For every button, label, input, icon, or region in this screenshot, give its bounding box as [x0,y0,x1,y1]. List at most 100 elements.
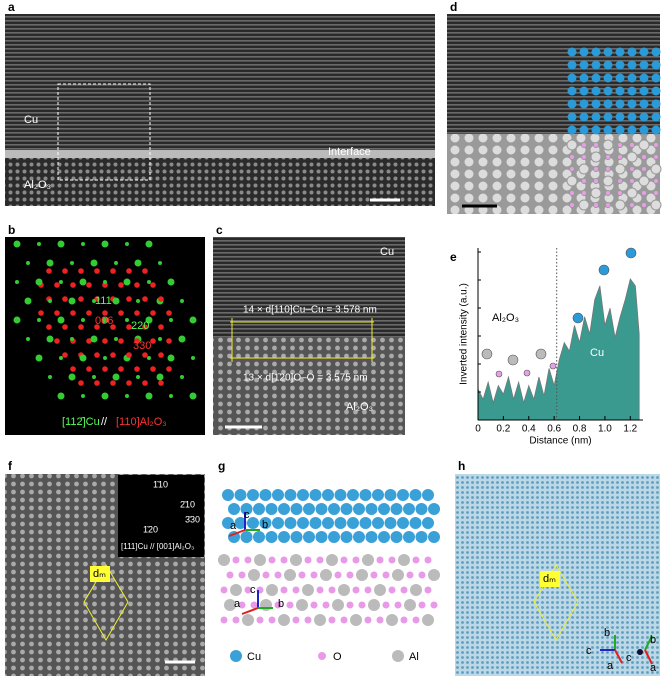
cu-image [5,14,435,152]
al2o3-spot [70,282,76,288]
panel-c: c Cu 14 × d[110]Cu–Cu = 3.578 nm 13 × d[… [213,223,405,435]
cu-image [213,237,405,337]
al2o3-spot [70,366,76,372]
cu-atom [651,86,661,96]
intensity-area [477,278,640,421]
axis-label: c [244,509,250,521]
o-atom [364,586,372,594]
al-atom [230,584,242,596]
cu-atom [247,489,259,501]
al-atom [374,584,386,596]
o-atom [605,154,611,160]
o-atom [268,616,276,624]
al2o3-spot [54,338,60,344]
o-atom [220,586,228,594]
o-atom [641,202,647,208]
cu-spot [114,261,118,265]
al2o3-spot [142,324,148,330]
moire-cell [533,564,579,641]
axis-label: a [234,598,241,610]
o-atom [569,166,575,172]
cu-atom [353,503,365,515]
al-atom [338,584,350,596]
al2o3-spot [94,268,100,274]
o-atom [334,571,342,579]
atom-marker [598,264,610,276]
o-atom [605,202,611,208]
cu-atom [567,60,577,70]
al-atom [284,569,296,581]
cu-atom [390,503,403,515]
cu-spot [68,297,76,305]
al-atom [254,554,266,566]
cu-atom [297,489,309,501]
al2o3-spot [86,282,92,288]
o-atom [653,142,659,148]
x-tick-label: 0 [475,424,481,435]
al2o3-spot [142,380,148,386]
al-atom [578,163,590,175]
al2o3-spot [166,366,172,372]
atom-marker [495,370,503,378]
cu-atom [603,73,613,83]
al2o3-spot [150,338,156,344]
legend-swatch [392,650,404,662]
o-atom [629,178,635,184]
x-tick-label: 0.6 [547,424,561,435]
cu-atom [579,125,589,135]
al2o3-image [213,337,405,435]
cu-atom [328,531,340,543]
zone-axis: [112̄]Cu [62,416,100,428]
o-atom [346,601,354,609]
cu-spot [46,259,54,267]
al2o3-spot [62,324,68,330]
cu-spot [13,316,21,324]
o-atom [641,154,647,160]
o-atom [412,616,420,624]
al-atom [350,614,362,626]
o-atom [593,142,599,148]
cu-atom [322,489,334,501]
cu-atom [253,531,265,543]
axis-label: a [607,660,614,672]
al2o3-spot [110,268,116,274]
cu-atom [303,503,315,515]
cu-atom [415,531,428,543]
cu-spot [114,337,118,341]
o-atom [232,556,240,564]
panel-letter: d [450,0,457,14]
cu-atom [651,60,661,70]
al2o3-spot [62,296,68,302]
cu-atom [639,86,649,96]
cu-spot [92,299,96,303]
al-atom [602,139,614,151]
o-atom [250,601,258,609]
al2o3-spot [142,352,148,358]
cu-spot [35,354,43,362]
cu-spot [15,280,19,284]
cu-atom [639,73,649,83]
cu-atom [591,73,601,83]
cu-spot [112,297,120,305]
o-atom [364,616,372,624]
cu-atom [567,86,577,96]
panel-e: e 0 0.2 0.4 0.6 0.8 1.0 1.2 Distance (nm) Invert… [450,247,643,447]
axis-label: b [604,627,610,639]
al2o3-spot [126,268,132,274]
al2o3-spot [86,310,92,316]
o-atom [418,571,426,579]
o-atom [292,616,300,624]
al2o3-spot [118,310,124,316]
o-atom [280,556,288,564]
cu-atom [627,47,637,57]
cu-atom [567,112,577,122]
spot-label: 006 [95,315,113,327]
cu-image [447,14,660,134]
cu-atom [284,489,297,501]
al-atom [302,584,314,596]
al2o3-spot [126,296,132,302]
label: Interface [328,146,371,158]
o-atom [605,166,611,172]
o-atom [304,616,312,624]
cu-spot [145,392,153,400]
